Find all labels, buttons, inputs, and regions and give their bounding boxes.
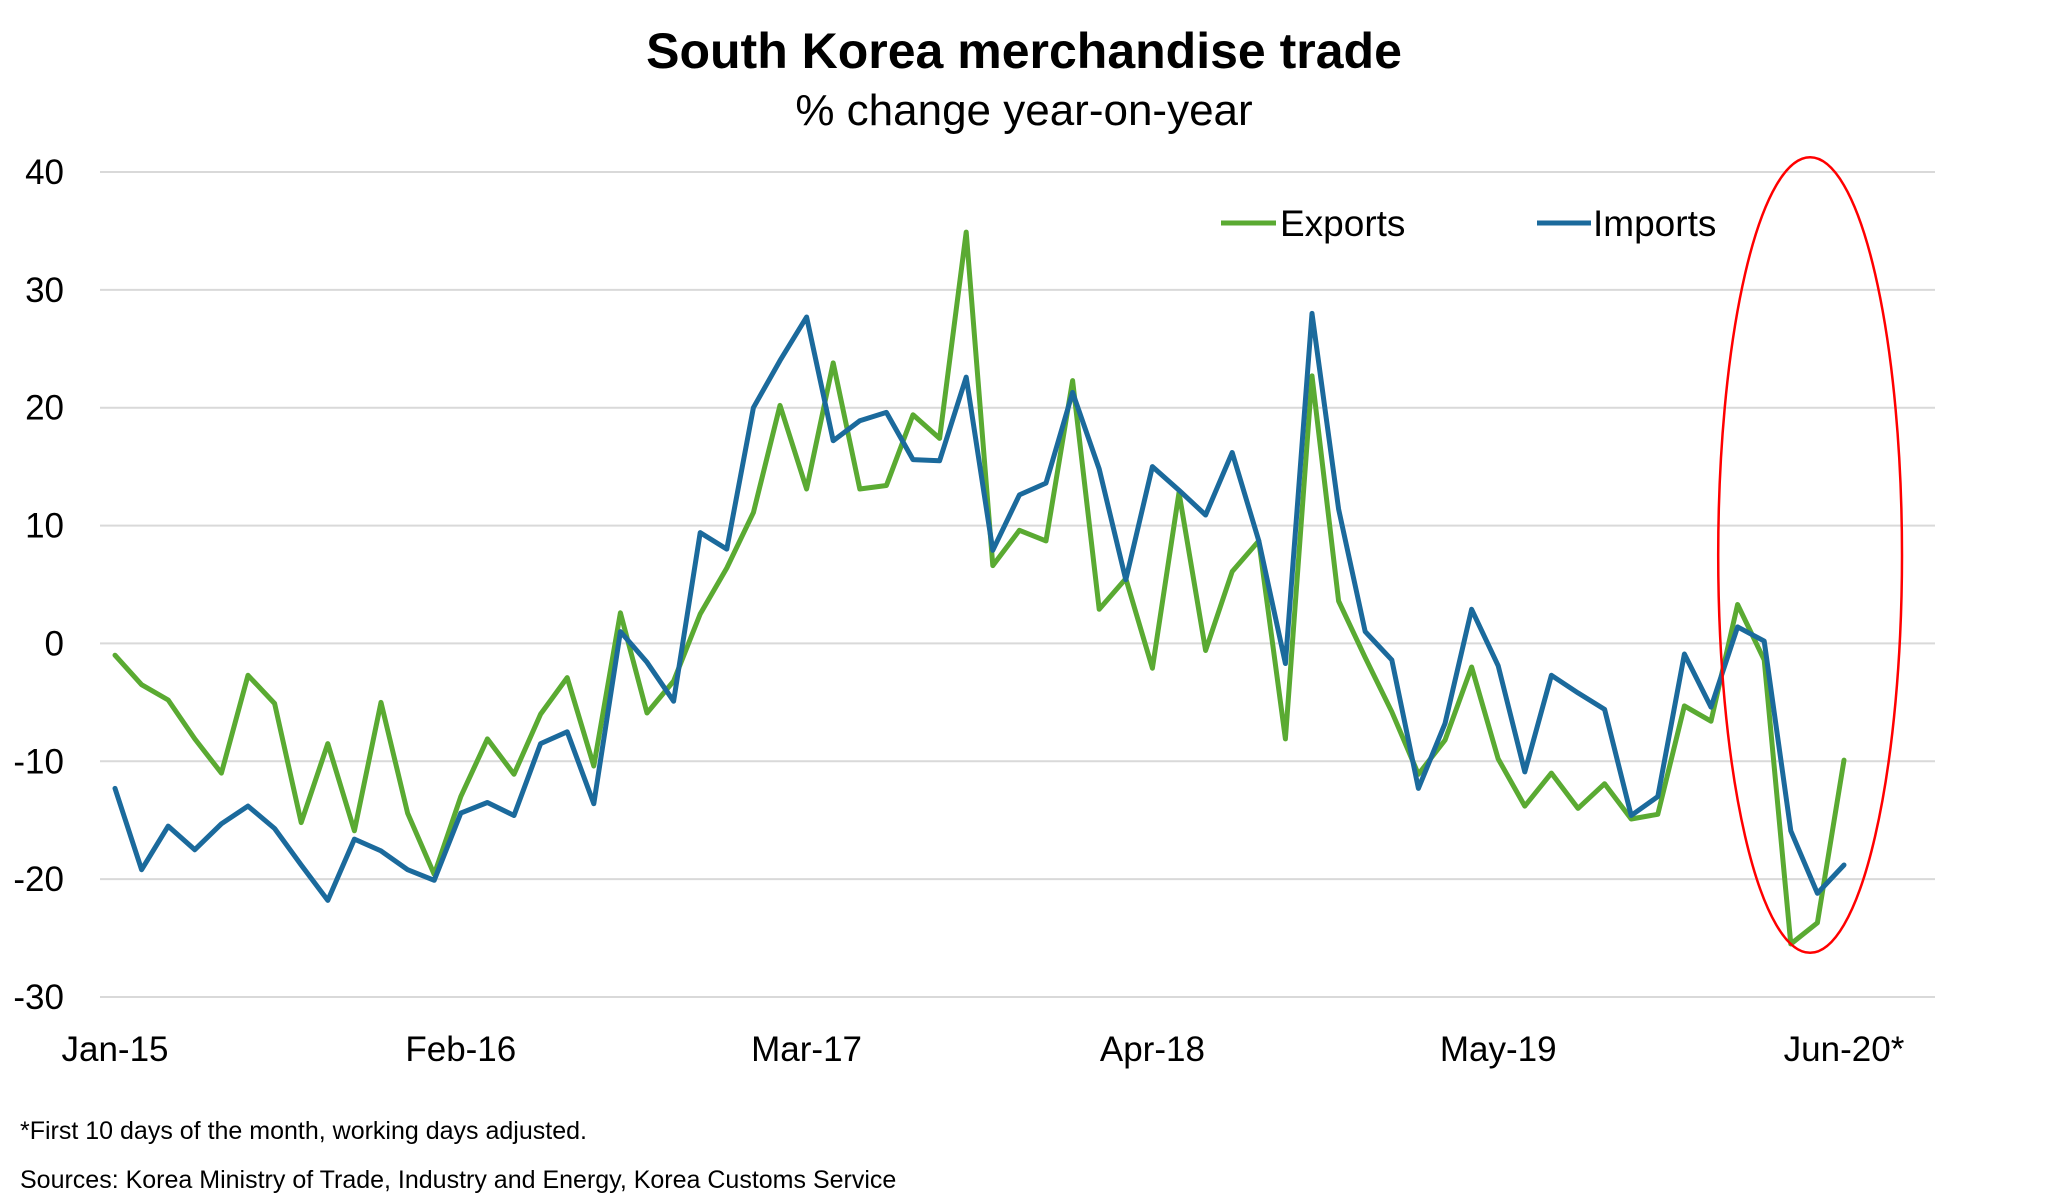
y-tick-label: -30 (13, 978, 64, 1017)
legend: Exports Imports (1221, 203, 1716, 244)
x-tick-label: Mar-17 (751, 1030, 862, 1069)
legend-label: Imports (1593, 203, 1716, 244)
chart-subtitle: % change year-on-year (795, 86, 1253, 135)
series-lines (112, 229, 1847, 947)
x-tick-label: May-19 (1440, 1030, 1557, 1069)
y-tick-label: 0 (45, 624, 64, 663)
footnote-note: *First 10 days of the month, working day… (20, 1117, 587, 1145)
y-tick-label: 30 (25, 271, 64, 310)
footnote-sources: Sources: Korea Ministry of Trade, Indust… (20, 1166, 897, 1194)
x-tick-label: Jun-20* (1784, 1030, 1905, 1069)
legend-item-exports: Exports (1221, 203, 1405, 244)
x-tick-label: Feb-16 (405, 1030, 516, 1069)
x-tick-label: Jan-15 (61, 1030, 168, 1069)
series-line-exports (112, 229, 1847, 947)
legend-item-imports: Imports (1537, 203, 1716, 244)
chart-title: South Korea merchandise trade (646, 23, 1402, 79)
x-axis-tick-labels: Jan-15 Feb-16 Mar-17 Apr-18 May-19 Jun-20* (61, 1030, 1904, 1069)
y-tick-label: 10 (25, 507, 64, 546)
y-axis-tick-labels: 40 30 20 10 0 -10 -20 -30 (13, 153, 64, 1017)
series-line-imports (112, 310, 1847, 903)
y-tick-label: -10 (13, 742, 64, 781)
y-tick-label: 40 (25, 153, 64, 192)
x-tick-label: Apr-18 (1100, 1030, 1205, 1069)
legend-label: Exports (1280, 203, 1405, 244)
y-tick-label: 20 (25, 389, 64, 428)
y-tick-label: -20 (13, 860, 64, 899)
highlight-ellipse (1716, 156, 1904, 955)
gridlines (100, 171, 1935, 998)
annotations (1716, 156, 1904, 955)
